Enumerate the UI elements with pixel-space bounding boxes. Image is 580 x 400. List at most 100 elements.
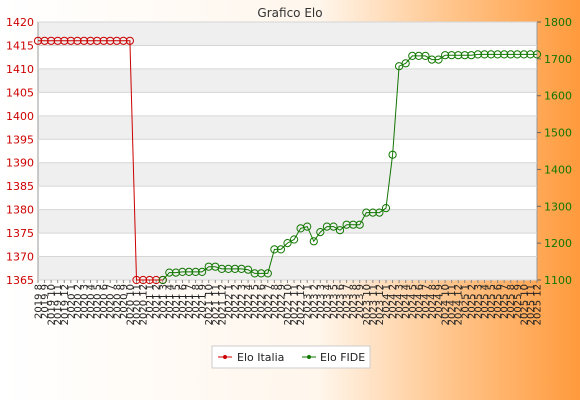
data-point — [414, 51, 423, 61]
x-tick-label: 2022 10 — [283, 284, 294, 325]
x-tick-label: 2020 6 — [99, 284, 110, 319]
data-point — [66, 36, 75, 45]
legend-swatch-marker-0 — [223, 355, 227, 359]
y-right-tick-label: 1300 — [544, 200, 572, 213]
x-tick-label: 2021 6 — [178, 284, 189, 319]
plot-area — [38, 22, 537, 280]
plot-band — [38, 256, 537, 280]
data-point — [165, 268, 174, 277]
data-point — [40, 36, 49, 45]
data-point — [119, 36, 128, 45]
x-tick-label: 2024 4 — [401, 284, 412, 319]
x-tick-label: 2020 9 — [119, 284, 130, 319]
x-tick-label: 2024 1 — [381, 284, 392, 319]
plot-band — [38, 115, 537, 140]
data-point — [375, 208, 384, 217]
y-left-tick-label: 1415 — [6, 39, 34, 52]
x-tick-label: 2020 12 — [139, 284, 150, 325]
data-point — [283, 239, 292, 248]
data-point — [152, 275, 161, 285]
data-point — [230, 264, 240, 273]
data-point — [322, 222, 331, 231]
legend-box — [211, 345, 371, 369]
data-point — [500, 50, 509, 59]
y-left-tick-label: 1385 — [6, 180, 34, 193]
plot-band — [38, 22, 537, 46]
x-tick-label: 2020 4 — [86, 284, 97, 319]
data-point — [434, 55, 443, 64]
data-point — [237, 264, 246, 273]
data-point — [480, 50, 489, 59]
data-point — [342, 220, 351, 229]
x-tick-label: 2022 2 — [230, 284, 241, 319]
x-tick-label: 2020 11 — [132, 284, 143, 325]
data-point — [125, 36, 134, 45]
plot-band — [38, 209, 537, 234]
data-point — [309, 237, 318, 246]
series-1 — [158, 50, 542, 285]
x-tick-label: 2023 12 — [375, 284, 386, 325]
y-left-tick-label: 1380 — [6, 204, 34, 217]
data-point — [460, 51, 469, 60]
series-layer — [33, 36, 542, 285]
y-right-tick-label: 1500 — [544, 127, 572, 140]
data-point — [250, 269, 259, 278]
data-point — [139, 275, 148, 285]
x-tick-label: 2019 9 — [40, 284, 51, 319]
data-point — [53, 36, 62, 45]
y-axis-right: 1100 1200 1300 1400 1500 1600 1700 1800 — [537, 16, 572, 287]
data-point — [145, 275, 154, 285]
x-tick-label: 2019 11 — [53, 284, 64, 325]
data-point — [257, 269, 266, 278]
data-point — [335, 226, 345, 235]
x-tick-label: 2025 9 — [513, 284, 524, 319]
data-point — [73, 36, 82, 45]
x-tick-label: 2024 8 — [427, 284, 438, 319]
data-point — [217, 264, 226, 273]
data-point — [532, 50, 542, 59]
data-point — [329, 222, 338, 231]
x-tick-label: 2024 11 — [447, 284, 458, 325]
x-tick-label: 2022 7 — [263, 284, 274, 319]
x-tick-label: 2023 11 — [368, 284, 379, 325]
x-tick-label: 2021 3 — [158, 284, 169, 319]
x-tick-label: 2019 12 — [60, 284, 71, 325]
data-point — [519, 50, 529, 59]
x-tick-label: 2023 9 — [355, 284, 366, 319]
x-tick-label: 2019 8 — [34, 284, 45, 319]
x-tick-label: 2023 1 — [303, 284, 314, 319]
data-point — [381, 204, 391, 213]
x-tick-label: 2023 4 — [322, 284, 333, 319]
x-tick-label: 2025 1 — [460, 284, 471, 319]
y-axis-left: 1365 1370 1375 1380 1385 1390 1395 1400 1405 1410… — [6, 16, 34, 287]
legend-entry-1: Elo FIDE — [320, 351, 365, 364]
data-point — [47, 36, 56, 45]
x-tick-label: 2023 5 — [329, 284, 340, 319]
x-tick-label: 2020 7 — [106, 284, 117, 319]
data-point — [368, 208, 377, 217]
y-right-tick-label: 1600 — [544, 90, 572, 103]
x-tick-label: 2022 4 — [244, 284, 255, 319]
x-tick-label: 2022 11 — [290, 284, 301, 325]
data-point — [224, 264, 233, 273]
x-tick-label: 2023 2 — [309, 284, 320, 319]
data-point — [106, 36, 115, 45]
data-point — [184, 267, 194, 276]
x-tick-label: 2024 10 — [441, 284, 452, 325]
data-point — [526, 50, 535, 59]
data-point — [427, 55, 436, 64]
legend-entry-0: Elo Italia — [237, 351, 284, 364]
data-point — [132, 275, 141, 285]
data-point — [60, 36, 69, 45]
data-point — [303, 222, 312, 231]
data-point — [506, 50, 515, 59]
data-point — [316, 228, 325, 237]
y-right-tick-label: 1800 — [544, 16, 572, 29]
x-tick-label: 2025 3 — [473, 284, 484, 319]
x-tick-label: 2022 6 — [257, 284, 268, 319]
x-tick-label: 2019 10 — [47, 284, 58, 325]
x-tick-label: 2025 2 — [467, 284, 478, 319]
x-tick-label: 2021 4 — [165, 284, 176, 319]
